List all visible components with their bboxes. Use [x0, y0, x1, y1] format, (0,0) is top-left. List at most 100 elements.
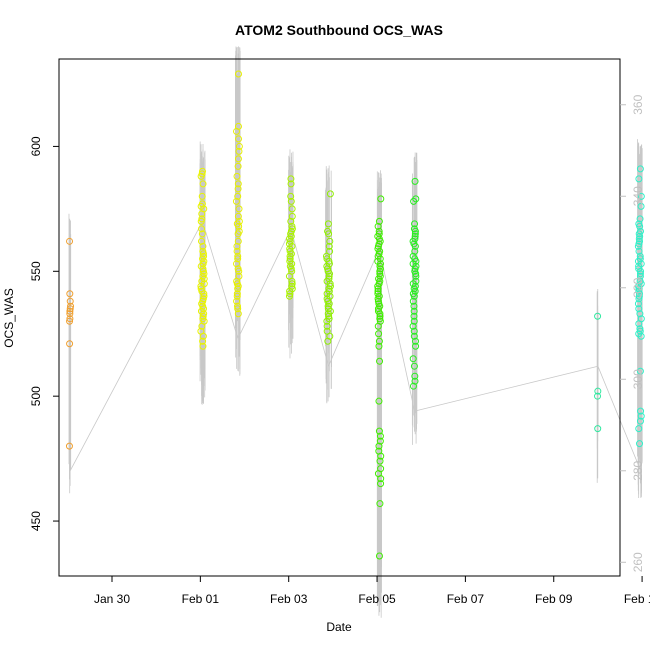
data-point: [66, 237, 74, 245]
y2-tick-label: 340: [631, 186, 645, 206]
data-point: [374, 242, 382, 250]
data-point: [287, 265, 295, 273]
data-point: [375, 330, 383, 338]
data-point: [286, 287, 294, 295]
data-point: [232, 127, 240, 135]
data-point: [235, 142, 243, 150]
plot-frame: [58, 58, 621, 577]
data-point: [375, 342, 383, 350]
data-point: [411, 177, 419, 185]
data-point: [635, 175, 643, 183]
data-point: [636, 272, 644, 280]
data-point: [232, 197, 240, 205]
data-point: [375, 337, 383, 345]
data-point: [65, 442, 73, 450]
data-point: [323, 322, 331, 330]
data-point: [234, 162, 242, 170]
data-point: [594, 312, 602, 320]
data-point: [635, 292, 643, 300]
data-point: [66, 307, 74, 315]
data-point: [234, 212, 242, 220]
data-point: [635, 230, 643, 238]
data-point: [637, 267, 645, 275]
data-point: [411, 230, 419, 238]
data-point: [635, 320, 643, 328]
y-tick-label: 600: [29, 136, 43, 156]
data-point: [375, 427, 383, 435]
data-point: [635, 295, 643, 303]
data-point: [636, 440, 644, 448]
data-point: [409, 382, 417, 390]
data-point: [66, 340, 74, 348]
data-point: [635, 305, 643, 313]
x-axis-label: Date: [326, 620, 352, 634]
data-point: [376, 267, 384, 275]
data-point: [234, 192, 242, 200]
data-point: [234, 185, 242, 193]
data-point: [411, 220, 419, 228]
data-point: [411, 377, 419, 385]
data-point: [410, 292, 418, 300]
data-point: [374, 285, 382, 293]
data-point: [235, 222, 243, 230]
data-point: [411, 247, 419, 255]
data-point: [286, 290, 294, 298]
data-point: [376, 500, 384, 508]
y-tick-label: 550: [29, 261, 43, 281]
data-point: [377, 452, 385, 460]
data-point: [198, 230, 206, 238]
data-point: [323, 317, 331, 325]
data-point: [374, 297, 382, 305]
data-point: [286, 245, 294, 253]
data-point: [376, 437, 384, 445]
data-point: [235, 205, 243, 213]
data-point: [67, 302, 75, 310]
data-point: [197, 282, 205, 290]
data-point: [411, 242, 419, 250]
data-point: [287, 180, 295, 188]
data-point: [199, 342, 207, 350]
data-point: [594, 392, 602, 400]
data-points: [65, 70, 645, 560]
data-point: [233, 247, 241, 255]
data-point: [324, 220, 332, 228]
data-point: [637, 202, 645, 210]
y2-tick-label: 260: [631, 552, 645, 572]
x-tick-label: Jan 30: [94, 592, 130, 606]
data-point: [66, 310, 74, 318]
data-point: [234, 180, 242, 188]
x-tick-label: Feb 09: [535, 592, 573, 606]
data-point: [325, 230, 333, 238]
data-point: [594, 387, 602, 395]
secondary-connector: [202, 221, 239, 339]
data-point: [234, 285, 242, 293]
x-tick-label: Feb 03: [270, 592, 308, 606]
y2-tick-label: 300: [631, 369, 645, 389]
data-point: [285, 292, 293, 300]
data-point: [636, 232, 644, 240]
data-point: [199, 250, 207, 258]
secondary-connector: [378, 248, 415, 412]
y2-tick-label: 360: [631, 94, 645, 114]
data-point: [326, 270, 334, 278]
data-point: [635, 235, 643, 243]
y2-tick-label: 280: [631, 460, 645, 480]
data-point: [410, 197, 418, 205]
data-point: [410, 312, 418, 320]
data-point: [376, 270, 384, 278]
data-point: [375, 397, 383, 405]
data-point: [66, 305, 74, 313]
data-point: [410, 332, 418, 340]
data-point: [200, 290, 208, 298]
data-point: [198, 192, 206, 200]
data-point: [199, 332, 207, 340]
data-point: [326, 190, 334, 198]
data-point: [374, 287, 382, 295]
x-tick-label: Feb 07: [447, 592, 485, 606]
data-point: [412, 272, 420, 280]
y2-axis: 260 280 300 320 340 360: [620, 94, 645, 572]
secondary-series: [68, 46, 643, 618]
data-point: [634, 242, 642, 250]
data-point: [234, 155, 242, 163]
data-point: [410, 362, 418, 370]
